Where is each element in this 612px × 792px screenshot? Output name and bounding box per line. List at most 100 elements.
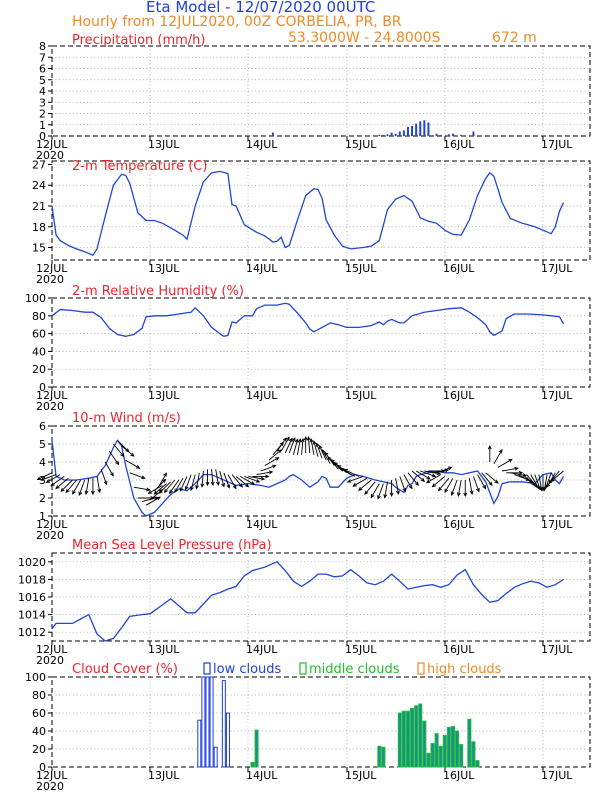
- wind-arrow-head: [542, 486, 547, 492]
- cloud-bar: [426, 753, 431, 768]
- wind-arrow-head: [163, 488, 168, 494]
- wind-arrow: [85, 478, 90, 495]
- precip-xtick-label: 15JUL: [345, 138, 377, 151]
- precip-bar: [415, 123, 418, 136]
- wind-arrow: [347, 475, 364, 483]
- wind-arrow-head: [456, 492, 461, 497]
- wind-arrow: [196, 472, 200, 489]
- rh-panel: 0 20 40 60 80 100 12JUL 13JUL 14JUL 15JUL 16JUL 17J…: [25, 284, 591, 413]
- precip-ytick-label: 3: [39, 96, 46, 109]
- wind-series-line: [51, 439, 565, 517]
- wind-arrow: [327, 456, 339, 470]
- wind-arrow: [145, 496, 161, 506]
- wind-arrow-head: [420, 477, 426, 482]
- wind-arrow-head: [97, 488, 102, 494]
- legend-label: middle clouds: [309, 662, 400, 677]
- wind-arrow-head: [537, 486, 542, 491]
- wind-arrow-head: [277, 449, 282, 454]
- wind-arrow: [65, 479, 77, 493]
- wind-arrow: [100, 469, 107, 485]
- wind-arrow-head: [200, 483, 205, 488]
- wind-arrow: [125, 459, 140, 469]
- rh-ytick-label: 80: [32, 310, 46, 323]
- wind-arrow: [420, 470, 436, 477]
- wind-arrow-head: [226, 484, 231, 489]
- wind-arrow: [301, 438, 304, 455]
- wind-arrow: [169, 479, 180, 494]
- wind-arrow-head: [431, 473, 437, 478]
- wind-arrow-head: [469, 490, 474, 496]
- cloud-bar: [422, 720, 427, 768]
- precip-xtick-label: 14JUL: [246, 138, 278, 151]
- precip-ytick-label: 4: [39, 85, 46, 98]
- mslp-xtick-label: 13JUL: [148, 643, 180, 656]
- wind-arrow: [239, 476, 255, 485]
- precip-bar: [435, 133, 438, 136]
- wind-arrow-head: [494, 479, 499, 484]
- cloud-bar: [455, 730, 460, 768]
- wind-arrow: [546, 472, 556, 487]
- wind-arrow: [179, 476, 188, 492]
- wind-arrow-head: [65, 488, 70, 494]
- wind-arrow-head: [396, 490, 400, 496]
- precip-ytick-label: 7: [39, 51, 46, 64]
- wind-arrow-head: [383, 494, 388, 499]
- wind-arrow-head: [336, 464, 342, 469]
- wind-arrow-head: [303, 435, 308, 441]
- cloud-xtick-label: 14JUL: [246, 769, 278, 782]
- temp-panel: 15 18 21 24 27 12JUL 13JUL 14JUL 15JUL 16JUL 17JUL…: [32, 158, 591, 286]
- wind-arrow-head: [321, 448, 326, 454]
- precip-bar: [386, 134, 389, 136]
- rh-xtick-label: 15JUL: [345, 389, 377, 402]
- wind-arrow-head: [216, 481, 220, 487]
- rh-xtick-label: 17JUL: [541, 389, 573, 402]
- wind-arrow: [297, 438, 301, 455]
- wind-arrow: [133, 486, 150, 491]
- cloud-frame: [51, 676, 591, 768]
- wind-xtick-label: 12JUL: [36, 518, 68, 531]
- cloud-bar: [438, 745, 443, 768]
- wind-arrow-head: [402, 487, 407, 493]
- wind-arrow: [96, 476, 101, 493]
- wind-arrow-head: [72, 490, 76, 495]
- wind-arrow-head: [272, 464, 277, 469]
- wind-arrow-head: [291, 437, 296, 442]
- wind-arrows-group: [36, 435, 564, 506]
- legend-label: high clouds: [427, 662, 502, 677]
- wind-arrow-head: [514, 466, 519, 471]
- wind-arrow-head: [78, 491, 83, 496]
- wind-arrow-head: [36, 476, 41, 481]
- rh-series-line: [51, 302, 565, 337]
- wind-arrow: [534, 474, 541, 490]
- temp-ytick-label: 18: [32, 221, 46, 234]
- wind-arrow-head: [250, 481, 256, 485]
- wind-arrow: [223, 472, 230, 488]
- cloud-xtick-label: 17JUL: [541, 769, 573, 782]
- wind-arrow-head: [135, 465, 141, 469]
- wind-arrow-head: [289, 437, 293, 442]
- wind-arrow: [154, 483, 167, 495]
- mslp-ytick-label: 1014: [18, 609, 46, 622]
- wind-title: 10-m Wind (m/s): [72, 411, 181, 426]
- wind-arrow: [444, 477, 454, 493]
- wind-arrow: [141, 497, 158, 503]
- cloud-xtick-label: 13JUL: [148, 769, 180, 782]
- wind-arrow: [403, 474, 413, 489]
- precip-bar: [271, 132, 274, 136]
- wind-arrow: [190, 474, 196, 491]
- cloud-ytick-label: 0: [39, 761, 46, 774]
- wind-arrow-head: [426, 475, 431, 480]
- temp-frame: [51, 160, 591, 261]
- wind-arrow-head: [444, 488, 449, 493]
- subtitle-coords: 53.3000W - 24.8000S: [288, 30, 441, 46]
- wind-arrow: [174, 477, 184, 493]
- precip-ytick-label: 1: [39, 119, 46, 132]
- wind-arrow: [108, 450, 119, 465]
- cloud-bar: [250, 762, 255, 768]
- precip-xtick-label: 13JUL: [148, 138, 180, 151]
- wind-arrow: [407, 472, 419, 486]
- wind-ytick-label: 2: [39, 492, 46, 505]
- wind-arrow-head: [312, 440, 317, 445]
- wind-arrow: [432, 476, 446, 488]
